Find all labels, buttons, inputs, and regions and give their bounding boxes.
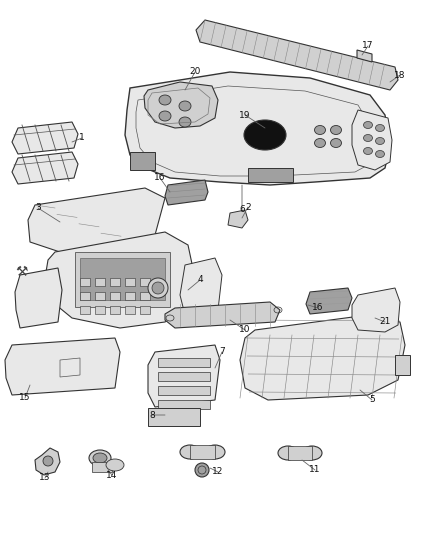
Polygon shape	[5, 338, 120, 395]
Bar	[92, 462, 112, 472]
Text: 16: 16	[312, 303, 324, 312]
Bar	[80, 258, 165, 300]
Bar	[158, 386, 210, 395]
Polygon shape	[15, 268, 62, 328]
Ellipse shape	[331, 125, 342, 134]
Polygon shape	[357, 50, 372, 62]
Ellipse shape	[364, 122, 372, 128]
Polygon shape	[228, 210, 248, 228]
Polygon shape	[165, 302, 280, 328]
Ellipse shape	[375, 150, 385, 157]
Polygon shape	[35, 448, 60, 475]
Text: 13: 13	[39, 473, 51, 482]
Text: 2: 2	[245, 203, 251, 212]
Bar	[95, 306, 105, 314]
Ellipse shape	[244, 120, 286, 150]
Bar	[148, 408, 200, 426]
Text: 1: 1	[79, 133, 85, 142]
Text: 15: 15	[19, 393, 31, 402]
Bar	[395, 355, 410, 375]
Text: 11: 11	[309, 465, 321, 474]
Text: 12: 12	[212, 467, 224, 477]
Text: 16: 16	[154, 174, 166, 182]
Bar	[158, 372, 210, 381]
Ellipse shape	[314, 125, 325, 134]
Polygon shape	[12, 152, 78, 184]
Polygon shape	[180, 258, 222, 320]
Bar	[248, 168, 293, 182]
Polygon shape	[144, 82, 218, 128]
Text: 18: 18	[394, 70, 406, 79]
Ellipse shape	[179, 117, 191, 127]
Ellipse shape	[314, 139, 325, 148]
Text: 14: 14	[106, 471, 118, 480]
Ellipse shape	[278, 446, 298, 460]
Text: 21: 21	[379, 318, 391, 327]
Ellipse shape	[43, 456, 53, 466]
Bar	[110, 278, 120, 286]
Text: 17: 17	[362, 42, 374, 51]
Polygon shape	[148, 345, 220, 407]
Bar	[125, 292, 135, 300]
Text: 5: 5	[369, 395, 375, 405]
Text: ⚒: ⚒	[16, 265, 28, 279]
Bar	[158, 400, 210, 409]
Bar	[110, 306, 120, 314]
Polygon shape	[125, 72, 390, 185]
Ellipse shape	[364, 148, 372, 155]
Polygon shape	[306, 288, 352, 314]
Bar	[95, 278, 105, 286]
Ellipse shape	[375, 138, 385, 144]
Bar	[125, 306, 135, 314]
Text: 10: 10	[239, 326, 251, 335]
Ellipse shape	[159, 111, 171, 121]
Bar	[140, 292, 150, 300]
Polygon shape	[352, 288, 400, 332]
Ellipse shape	[375, 125, 385, 132]
Polygon shape	[165, 180, 208, 205]
Bar	[75, 252, 170, 307]
Ellipse shape	[180, 445, 200, 459]
Ellipse shape	[302, 446, 322, 460]
Ellipse shape	[205, 445, 225, 459]
Ellipse shape	[159, 95, 171, 105]
Polygon shape	[28, 188, 165, 252]
Text: 8: 8	[149, 410, 155, 419]
Polygon shape	[196, 20, 398, 90]
Text: 7: 7	[219, 348, 225, 357]
Text: 4: 4	[197, 276, 203, 285]
Ellipse shape	[93, 453, 107, 463]
Ellipse shape	[152, 282, 164, 294]
Bar	[110, 292, 120, 300]
Bar	[80, 306, 90, 314]
Ellipse shape	[179, 101, 191, 111]
Text: 20: 20	[189, 68, 201, 77]
Polygon shape	[45, 232, 195, 328]
Bar	[125, 278, 135, 286]
Ellipse shape	[89, 450, 111, 466]
Ellipse shape	[195, 463, 209, 477]
Text: 6: 6	[239, 206, 245, 214]
Ellipse shape	[106, 459, 124, 471]
Bar	[190, 445, 215, 459]
Polygon shape	[352, 110, 392, 170]
Text: 19: 19	[239, 110, 251, 119]
Text: 3: 3	[35, 204, 41, 213]
Bar	[95, 292, 105, 300]
Bar	[80, 292, 90, 300]
Bar	[158, 358, 210, 367]
Polygon shape	[12, 122, 78, 154]
Ellipse shape	[364, 134, 372, 141]
Bar	[80, 278, 90, 286]
Bar	[140, 278, 150, 286]
Bar	[140, 306, 150, 314]
Ellipse shape	[148, 278, 168, 298]
Bar	[288, 446, 312, 460]
Bar	[130, 152, 155, 170]
Polygon shape	[240, 315, 405, 400]
Ellipse shape	[331, 139, 342, 148]
